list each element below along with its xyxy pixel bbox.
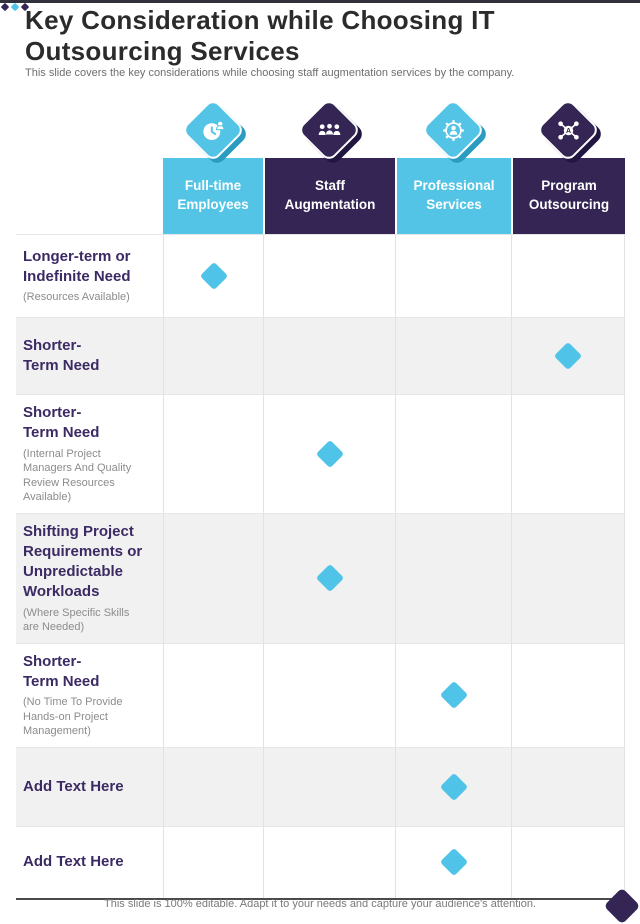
prof-services-diamond-shape[interactable] <box>420 97 490 167</box>
row-label[interactable]: Add Text Here <box>16 827 163 898</box>
matrix-cell[interactable] <box>263 643 395 747</box>
row-title: Shifting Project Requirements or Unpredi… <box>23 522 143 601</box>
matrix-cell[interactable] <box>511 395 625 513</box>
table-body: Longer-term or Indefinite Need (Resource… <box>16 234 625 898</box>
matrix-cell[interactable] <box>263 318 395 394</box>
diamond-marker-icon <box>439 680 468 710</box>
full-time-diamond-shape[interactable] <box>180 97 250 167</box>
header-row-spacer <box>16 158 163 234</box>
comparison-matrix: A Full-time Employees Staff Augmentation… <box>16 97 625 900</box>
slide-subtitle[interactable]: This slide covers the key considerations… <box>25 67 515 79</box>
matrix-cell[interactable] <box>163 643 263 747</box>
clock-person-icon <box>190 107 236 153</box>
matrix-cell[interactable] <box>263 513 395 643</box>
table-row: Add Text Here <box>16 825 625 898</box>
column-header-label: Full-time Employees <box>177 178 249 212</box>
matrix-cell[interactable] <box>511 643 625 747</box>
matrix-cell[interactable] <box>163 318 263 394</box>
row-title: Shorter- Term Need <box>23 336 100 374</box>
matrix-cell[interactable] <box>511 235 625 317</box>
diamond-marker-icon <box>439 772 468 801</box>
icon-cell-full-time <box>163 97 263 167</box>
matrix-cell[interactable] <box>395 395 511 513</box>
matrix-cell[interactable] <box>163 395 263 513</box>
column-header-label: Staff Augmentation <box>284 178 376 212</box>
footer-note[interactable]: This slide is 100% editable. Adapt it to… <box>104 898 536 910</box>
diamond-marker-icon <box>553 341 583 371</box>
column-header-full-time-employees[interactable]: Full-time Employees <box>163 158 263 234</box>
icons-row-spacer <box>16 98 163 158</box>
row-label[interactable]: Shifting Project Requirements or Unpredi… <box>16 514 163 643</box>
row-label[interactable]: Shorter- Term Need (Internal Project Man… <box>16 395 163 513</box>
row-label[interactable]: Shorter- Term Need (No Time To Provide H… <box>16 644 163 747</box>
row-title: Add Text Here <box>23 777 124 795</box>
table-row: Shifting Project Requirements or Unpredi… <box>16 512 625 643</box>
matrix-cell[interactable] <box>263 395 395 513</box>
column-header-label: Program Outsourcing <box>528 178 610 212</box>
matrix-cell[interactable] <box>263 235 395 317</box>
column-header-label: Professional Services <box>413 178 495 212</box>
matrix-cell[interactable] <box>511 747 625 826</box>
matrix-cell[interactable] <box>395 235 511 317</box>
matrix-cell[interactable] <box>511 826 625 898</box>
row-title: Add Text Here <box>23 853 124 871</box>
matrix-cell[interactable] <box>395 747 511 826</box>
table-row: Shorter- Term Need (Internal Project Man… <box>16 394 625 513</box>
matrix-cell[interactable] <box>511 318 625 394</box>
row-label[interactable]: Shorter- Term Need <box>16 318 163 394</box>
diamond-marker-icon <box>199 261 228 291</box>
table-row: Longer-term or Indefinite Need (Resource… <box>16 234 625 317</box>
matrix-cell[interactable] <box>395 643 511 747</box>
footer: This slide is 100% editable. Adapt it to… <box>0 898 640 910</box>
diamond-marker-icon <box>439 847 468 877</box>
icon-cell-prof-services <box>395 97 511 167</box>
matrix-cell[interactable] <box>395 513 511 643</box>
matrix-cell[interactable] <box>163 747 263 826</box>
table-header-row: Full-time Employees Staff Augmentation P… <box>16 158 625 234</box>
row-title: Shorter- Term Need <box>23 652 100 690</box>
row-title: Shorter- Term Need <box>23 404 100 442</box>
matrix-cell[interactable] <box>163 235 263 317</box>
row-label[interactable]: Add Text Here <box>16 748 163 826</box>
page-title[interactable]: Key Consideration while Choosing IT Outs… <box>25 5 495 66</box>
top-border-line <box>0 0 640 3</box>
table-row: Add Text Here <box>16 746 625 826</box>
matrix-cell[interactable] <box>395 826 511 898</box>
column-header-professional-services[interactable]: Professional Services <box>395 158 511 234</box>
matrix-cell[interactable] <box>263 747 395 826</box>
gear-person-icon <box>430 107 476 153</box>
column-header-staff-augmentation[interactable]: Staff Augmentation <box>263 158 395 234</box>
icon-cell-staff-aug <box>263 97 395 167</box>
matrix-cell[interactable] <box>163 513 263 643</box>
row-note: (Where Specific Skills are Needed) <box>23 606 130 634</box>
diamond-marker-icon <box>315 563 344 593</box>
network-icon: A <box>545 107 591 153</box>
column-icons-row: A <box>16 97 625 167</box>
row-title: Longer-term or Indefinite Need <box>23 247 131 286</box>
matrix-cell[interactable] <box>511 513 625 643</box>
row-note: (No Time To Provide Hands-on Project Man… <box>23 696 123 738</box>
matrix-cell[interactable] <box>395 318 511 394</box>
matrix-cell[interactable] <box>163 826 263 898</box>
table-row: Shorter- Term Need <box>16 317 625 394</box>
icon-cell-program-outsourcing: A <box>511 97 625 167</box>
program-outsourcing-diamond-shape[interactable]: A <box>535 97 605 167</box>
row-label[interactable]: Longer-term or Indefinite Need (Resource… <box>16 235 163 317</box>
row-note: (Internal Project Managers And Quality R… <box>23 447 132 504</box>
column-header-program-outsourcing[interactable]: Program Outsourcing <box>511 158 625 234</box>
svg-text:A: A <box>565 128 570 135</box>
diamond-dot-icon <box>10 2 20 12</box>
diamond-marker-icon <box>315 439 344 468</box>
table-bottom-divider <box>16 897 625 900</box>
table-row: Shorter- Term Need (No Time To Provide H… <box>16 642 625 747</box>
staff-aug-diamond-shape[interactable] <box>296 97 366 167</box>
matrix-cell[interactable] <box>263 826 395 898</box>
diamond-dot-icon <box>0 2 10 12</box>
row-note: (Resources Available) <box>23 291 130 304</box>
team-icon <box>306 107 352 153</box>
